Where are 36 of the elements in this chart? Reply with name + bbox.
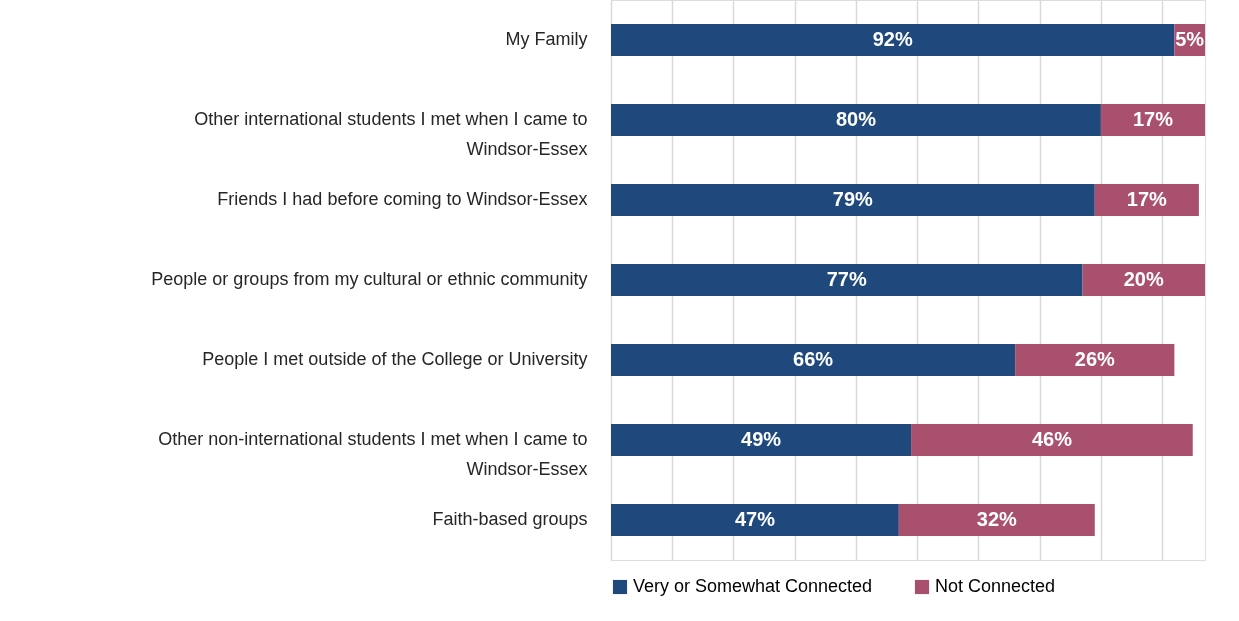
data-label: 26% [1074, 348, 1115, 370]
data-label: 66% [793, 348, 834, 370]
y-tick-label: Other non-international students I met when I came to Windsor-Essex [158, 429, 588, 479]
bar [898, 504, 1095, 536]
data-label: 79% [832, 188, 874, 210]
y-tick-label: Other international students I met when I came to Windsor-Essex [194, 109, 588, 159]
bar [611, 104, 1101, 136]
bar [611, 504, 899, 536]
data-label: 5% [1175, 28, 1205, 50]
bar [1100, 104, 1205, 136]
bar [1082, 264, 1205, 296]
bar [611, 24, 1175, 56]
data-label: 20% [1123, 268, 1164, 290]
legend-label: Very or Somewhat Connected [633, 576, 873, 596]
bar [911, 424, 1193, 456]
bar [611, 184, 1095, 216]
data-label: 17% [1132, 108, 1174, 130]
bar [1015, 344, 1175, 376]
data-label: 80% [835, 108, 877, 130]
y-tick-label: Faith-based groups [432, 509, 588, 529]
data-label: 49% [741, 428, 782, 450]
data-label: 92% [872, 28, 913, 50]
bar [611, 264, 1083, 296]
data-label: 17% [1126, 188, 1168, 210]
bar [611, 424, 912, 456]
data-label: 32% [976, 508, 1018, 530]
legend-label: Not Connected [935, 576, 1056, 596]
y-tick-label: People I met outside of the College or University [202, 349, 588, 369]
data-label: 77% [826, 268, 867, 290]
y-tick-label: People or groups from my cultural or ethnic community [151, 269, 588, 289]
y-tick-label: My Family [505, 29, 588, 49]
y-tick-label: Friends I had before coming to Windsor-Essex [217, 189, 588, 209]
data-label: 46% [1031, 428, 1073, 450]
data-label: 47% [734, 508, 776, 530]
bar [1094, 184, 1199, 216]
bar [611, 344, 1016, 376]
